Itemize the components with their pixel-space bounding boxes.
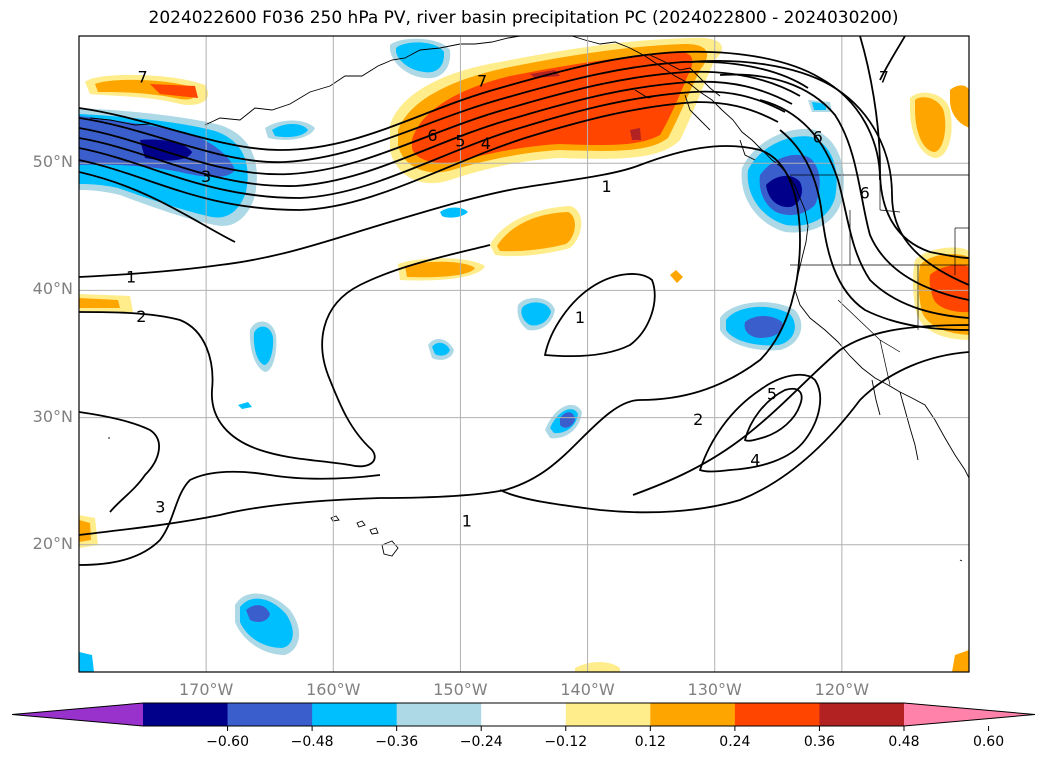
- colorbar-swatch: [312, 703, 398, 726]
- pv-contour-label: 4: [750, 451, 760, 470]
- colorbar-swatch: [565, 703, 651, 726]
- colorbar-tick-label: 0.60: [972, 734, 1005, 750]
- colorbar-tick-label: 0.12: [634, 734, 666, 750]
- colorbar-tick-label: −0.12: [544, 734, 588, 750]
- colorbar-tick-label: 0.36: [803, 734, 836, 750]
- pv-contour-label: 1: [575, 308, 585, 327]
- pv-contour-label: 7: [137, 68, 147, 87]
- colorbar-tick-label: −0.60: [206, 734, 249, 750]
- pv-contour-label: 3: [155, 498, 165, 517]
- pv-contour-label: 4: [481, 134, 491, 153]
- longitude-tick-label: 140°W: [560, 680, 615, 699]
- colorbar-tick-label: −0.48: [290, 734, 334, 750]
- pv-contour-label: 1: [126, 267, 136, 286]
- colorbar-swatch: [734, 703, 820, 726]
- colorbar-swatch: [650, 703, 736, 726]
- map-frame: [78, 35, 970, 673]
- colorbar-tick-label: −0.24: [459, 734, 503, 750]
- colorbar-swatch: [481, 703, 567, 726]
- longitude-tick-label: 170°W: [178, 680, 234, 699]
- colorbar-swatch: [143, 703, 229, 726]
- longitude-tick-label: 150°W: [433, 680, 488, 699]
- longitude-tick-label: 130°W: [687, 680, 742, 699]
- colorbar-swatch: [227, 703, 313, 726]
- pv-contour-label: 7: [477, 72, 487, 91]
- colorbar-extend-min: [12, 703, 143, 726]
- graticule: [79, 36, 969, 672]
- pv-contour-label: 2: [693, 410, 703, 429]
- latitude-tick-label: 50°N: [32, 152, 73, 172]
- pv-contour-label: 2: [136, 307, 146, 326]
- latitude-tick-label: 40°N: [32, 279, 73, 299]
- latitude-tick-label: 20°N: [32, 533, 73, 553]
- pv-contour-label: 1: [462, 512, 472, 531]
- pv-contour-label: 6: [813, 127, 823, 146]
- pv-contour-label: 7: [879, 68, 889, 87]
- figure-title: 2024022600 F036 250 hPa PV, river basin …: [148, 8, 899, 28]
- colorbar-tick-label: 0.24: [719, 734, 751, 750]
- islands: [108, 437, 963, 562]
- longitude-tick-label: 160°W: [306, 680, 361, 699]
- colorbar-outline: [11, 702, 1036, 727]
- pv-contour-label: 6: [860, 183, 870, 202]
- colorbar-swatch: [396, 703, 482, 726]
- colorbar-tick-label: 0.48: [888, 734, 920, 750]
- pv-contours: [79, 36, 969, 566]
- pv-contour-label: 5: [767, 384, 777, 403]
- colorbar: [11, 702, 1036, 731]
- pv-contour-label: 3: [201, 167, 211, 186]
- pv-contour-label: 6: [427, 126, 437, 145]
- longitude-tick-label: 120°W: [814, 680, 870, 699]
- colorbar-tick-label: −0.36: [375, 734, 419, 750]
- colorbar-extend-max: [904, 703, 1035, 726]
- colorbar-swatch: [819, 703, 905, 726]
- negative-precip-shading: [79, 38, 844, 672]
- pv-contour-label: 1: [602, 177, 612, 196]
- latitude-tick-label: 30°N: [32, 406, 73, 426]
- pv-contour-label: 5: [455, 131, 465, 150]
